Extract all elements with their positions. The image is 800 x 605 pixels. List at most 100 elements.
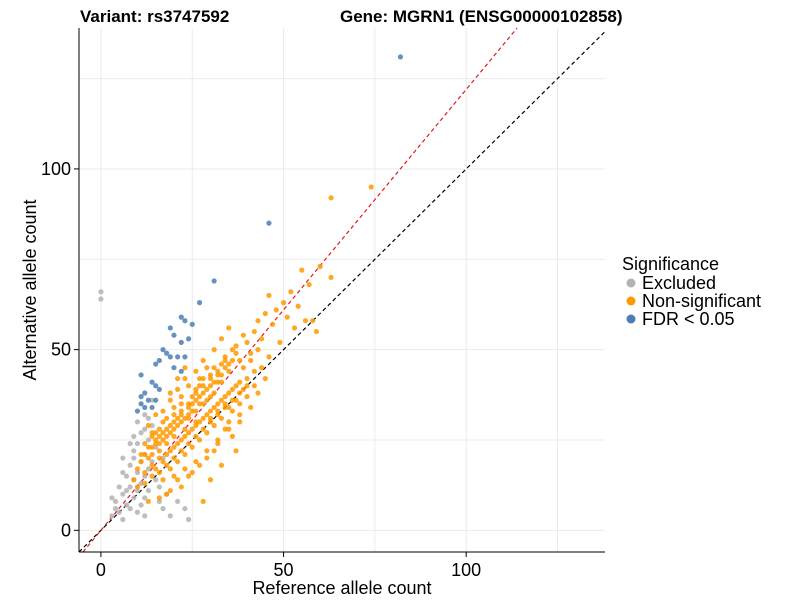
point-non-significant (153, 466, 159, 472)
point-non-significant (251, 383, 257, 389)
point-non-significant (160, 419, 166, 425)
point-excluded (131, 455, 137, 461)
point-fdr-0-05 (189, 321, 195, 327)
point-non-significant (182, 466, 188, 472)
point-non-significant (164, 451, 170, 458)
point-non-significant (178, 419, 184, 425)
point-non-significant (226, 404, 232, 411)
point-non-significant (233, 383, 239, 389)
reference-lines (78, 27, 606, 553)
point-non-significant (185, 412, 192, 418)
point-non-significant (182, 375, 188, 382)
point-non-significant (153, 440, 159, 447)
point-non-significant (302, 318, 309, 324)
point-non-significant (156, 433, 162, 439)
point-non-significant (207, 408, 214, 414)
point-excluded (149, 459, 155, 465)
point-non-significant (215, 437, 221, 443)
point-non-significant (160, 459, 166, 465)
point-fdr-0-05 (153, 361, 159, 367)
point-excluded (160, 506, 166, 512)
point-excluded (127, 484, 133, 490)
point-excluded (156, 484, 162, 490)
point-excluded (142, 513, 148, 519)
point-non-significant (171, 412, 177, 418)
point-non-significant (299, 267, 305, 273)
point-non-significant (134, 466, 141, 472)
point-non-significant (211, 390, 217, 396)
point-non-significant (215, 372, 221, 378)
point-fdr-0-05 (178, 368, 184, 374)
legend-label: Excluded (642, 273, 716, 293)
point-non-significant (240, 332, 246, 338)
point-non-significant (164, 426, 170, 432)
point-non-significant (229, 433, 236, 439)
point-non-significant (218, 372, 225, 378)
point-non-significant (218, 379, 225, 385)
point-non-significant (200, 498, 206, 505)
point-non-significant (269, 321, 276, 327)
point-non-significant (237, 419, 243, 425)
point-non-significant (204, 455, 210, 461)
point-non-significant (167, 466, 173, 472)
point-non-significant (164, 415, 170, 421)
point-excluded (109, 495, 115, 501)
point-non-significant (251, 368, 257, 374)
point-excluded (131, 433, 137, 439)
axes (78, 28, 605, 553)
point-excluded (153, 444, 159, 450)
point-non-significant (145, 444, 152, 450)
point-non-significant (237, 401, 243, 407)
point-non-significant (160, 477, 166, 483)
point-non-significant (156, 495, 162, 501)
point-non-significant (200, 375, 206, 382)
point-excluded (131, 448, 137, 454)
point-non-significant (306, 281, 312, 288)
point-non-significant (200, 415, 206, 421)
point-excluded (138, 430, 144, 436)
point-non-significant (248, 350, 254, 356)
y-ticks: 0 50 100 (41, 159, 79, 540)
point-non-significant (207, 383, 214, 389)
point-non-significant (328, 195, 334, 201)
point-non-significant (171, 404, 177, 411)
point-non-significant (149, 462, 155, 468)
title-right: Gene: MGRN1 (ENSG00000102858) (340, 7, 623, 26)
point-non-significant (222, 404, 228, 411)
point-non-significant (280, 300, 287, 306)
point-fdr-0-05 (178, 314, 184, 320)
point-excluded (142, 495, 148, 501)
point-non-significant (175, 477, 181, 483)
point-non-significant (204, 448, 210, 454)
point-non-significant (251, 328, 257, 335)
point-non-significant (244, 375, 250, 382)
point-excluded (120, 516, 126, 523)
point-non-significant (291, 325, 298, 331)
point-non-significant (182, 415, 188, 421)
title-left: Variant: rs3747592 (80, 7, 229, 26)
point-non-significant (240, 365, 246, 371)
point-non-significant (310, 318, 316, 324)
point-non-significant (156, 448, 162, 454)
point-excluded (123, 487, 130, 494)
x-tick-label: 50 (274, 560, 294, 580)
point-fdr-0-05 (171, 332, 177, 338)
point-fdr-0-05 (196, 300, 203, 306)
data-points (98, 54, 404, 523)
point-fdr-0-05 (178, 339, 184, 345)
point-excluded (120, 455, 126, 461)
point-non-significant (240, 386, 246, 392)
point-non-significant (175, 459, 181, 465)
point-excluded (112, 506, 119, 512)
point-non-significant (178, 484, 184, 490)
point-non-significant (142, 480, 148, 486)
point-excluded (145, 415, 152, 421)
point-excluded (116, 484, 122, 490)
point-non-significant (277, 339, 283, 345)
point-non-significant (237, 357, 243, 364)
point-fdr-0-05 (153, 383, 159, 389)
y-tick-label: 100 (41, 159, 71, 179)
point-excluded (145, 466, 152, 472)
point-non-significant (156, 469, 162, 476)
point-non-significant (222, 354, 228, 360)
